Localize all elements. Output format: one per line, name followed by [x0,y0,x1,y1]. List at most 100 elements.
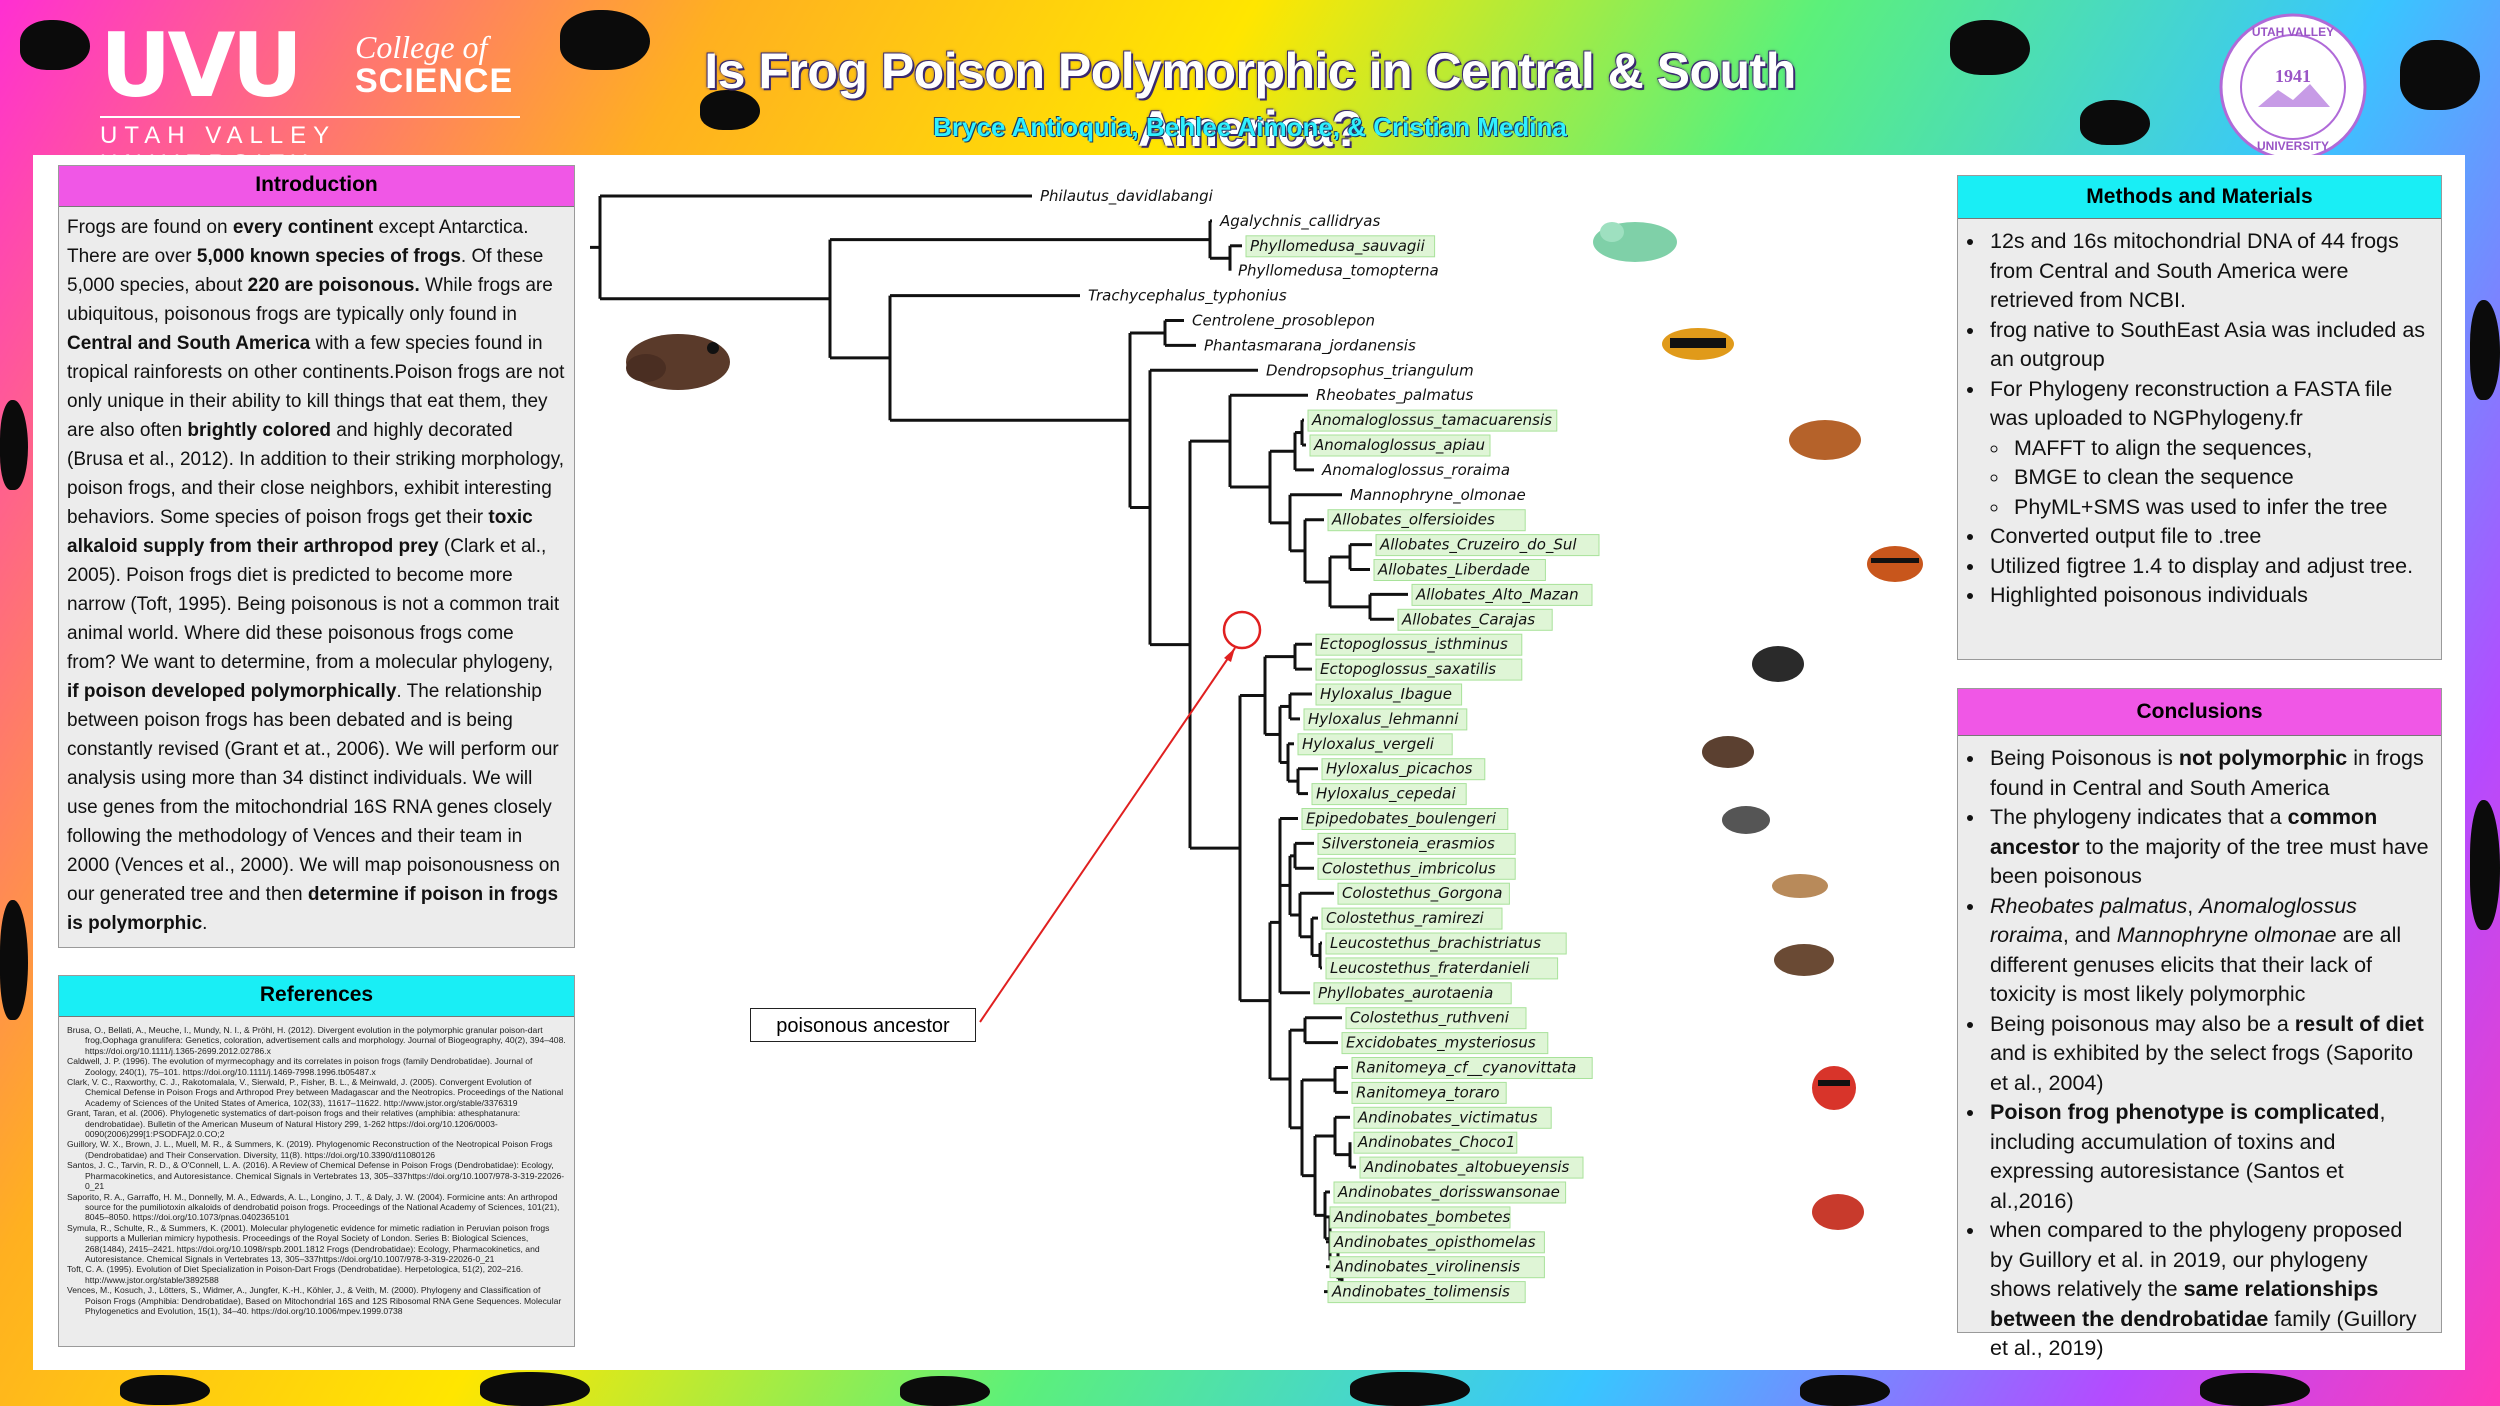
methods-list: 12s and 16s mitochondrial DNA of 44 frog… [1958,219,2441,611]
taxon-label-poisonous: Colostethus_imbricolus [1317,857,1516,880]
taxon-label-poisonous: Hyloxalus_picachos [1321,758,1486,781]
svg-text:Andinobates_Choco1: Andinobates_Choco1 [1357,1133,1515,1152]
taxon-label-poisonous: Hyloxalus_lehmanni [1303,708,1468,731]
text-run: 5,000 known species of frogs [196,246,461,267]
text-run: Frogs are found on [67,217,233,238]
text-run: are all different genuses elicits that t… [1990,923,2402,1006]
text-run: . [202,913,208,934]
svg-text:Hyloxalus_cepedai: Hyloxalus_cepedai [1316,785,1456,804]
taxon-label-poisonous: Colostethus_ramirezi [1321,907,1503,930]
svg-text:Leucostethus_brachistriatus: Leucostethus_brachistriatus [1330,934,1541,953]
taxon-label-poisonous: Allobates_Alto_Mazan [1411,583,1593,606]
reference-entry: Vences, M., Kosuch, J., Lötters, S., Wid… [67,1285,562,1316]
taxon-label-poisonous: Allobates_Carajas [1397,608,1553,631]
svg-text:Andinobates_bombetes: Andinobates_bombetes [1333,1208,1510,1227]
references-list: Brusa, O., Bellati, A., Meuche, I., Mund… [59,1017,574,1324]
text-run: Rheobates palmatus [1990,893,2188,918]
text-run: family (Guillory et al., 2019) [1990,1306,2417,1361]
svg-text:Philautus_davidlabangi: Philautus_davidlabangi [1040,187,1214,206]
svg-text:Colostethus_ramirezi: Colostethus_ramirezi [1326,909,1485,928]
text-run: Anomaloglossus roraima [1990,893,2357,948]
svg-text:Andinobates_virolinensis: Andinobates_virolinensis [1333,1258,1520,1277]
svg-text:Anomaloglossus_apiau: Anomaloglossus_apiau [1313,436,1485,455]
taxon-label-poisonous: Hyloxalus_Ibague [1315,683,1463,706]
frog-illustration-brown2 [1702,736,1754,768]
frog-illustration-spotted [1722,806,1770,834]
frog-illustration-yellow [1662,328,1734,360]
svg-text:Excidobates_mysteriosus: Excidobates_mysteriosus [1346,1034,1536,1053]
taxon-label-poisonous: Excidobates_mysteriosus [1341,1032,1549,1055]
methods-item: 12s and 16s mitochondrial DNA of 44 frog… [1986,227,2431,316]
svg-text:Phyllobates_aurotaenia: Phyllobates_aurotaenia [1318,984,1493,1003]
taxon-label-poisonous: Ectopoglossus_saxatilis [1315,658,1523,681]
frog-illustration-brown3 [1774,944,1834,976]
frog-illustration-tan [1772,874,1828,898]
text-run: While frogs are ubiquitous, poisonous fr… [67,275,553,325]
svg-text:Andinobates_victimatus: Andinobates_victimatus [1357,1108,1538,1127]
reference-entry: Toft, C. A. (1995). Evolution of Diet Sp… [67,1264,524,1285]
text-run: Being Poisonous is [1990,746,2179,770]
reference-entry: Grant, Taran, et al. (2006). Phylogeneti… [67,1108,521,1140]
taxon-label-poisonous: Colostethus_Gorgona [1337,882,1510,905]
text-run: , including accumulation of toxins and e… [1990,1100,2386,1213]
svg-text:Andinobates_tolimensis: Andinobates_tolimensis [1331,1283,1510,1302]
frog-illustration-green [1593,222,1677,262]
taxon-label-poisonous: Ectopoglossus_isthminus [1315,633,1523,656]
text-run: and highly decorated (Brusa et al., 2012… [67,420,565,528]
svg-text:Colostethus_imbricolus: Colostethus_imbricolus [1322,859,1496,878]
svg-text:Silverstoneia_erasmios: Silverstoneia_erasmios [1322,834,1495,853]
conclusions-heading: Conclusions [1958,689,2441,736]
phylogenetic-tree: Philautus_davidlabangi Agalychnis_callidr… [590,187,1923,1304]
methods-item: For Phylogeny reconstruction a FASTA fil… [1986,375,2431,434]
svg-text:Colostethus_ruthveni: Colostethus_ruthveni [1350,1009,1510,1028]
svg-text:Colostethus_Gorgona: Colostethus_Gorgona [1342,884,1503,903]
taxon-label-poisonous: Hyloxalus_cepedai [1311,783,1467,806]
text-run: except Antarctica. There are over [67,217,529,267]
svg-text:Hyloxalus_lehmanni: Hyloxalus_lehmanni [1308,710,1459,729]
svg-text:Trachycephalus_typhonius: Trachycephalus_typhonius [1088,287,1287,306]
text-run: (Clark et al., 2005). Poison frogs diet … [67,536,560,673]
text-run: Poison frog phenotype is complicated [1990,1100,2380,1124]
references-heading: References [59,976,574,1017]
text-run: if poison developed polymorphically [67,681,397,702]
svg-text:Allobates_Cruzeiro_do_Sul: Allobates_Cruzeiro_do_Sul [1379,536,1577,555]
taxon-label-poisonous: Colostethus_ruthveni [1345,1007,1527,1030]
methods-heading: Methods and Materials [1958,176,2441,219]
svg-text:Leucostethus_fraterdanieli: Leucostethus_fraterdanieli [1330,959,1530,978]
taxon-label-poisonous: Phyllomedusa_sauvagii [1245,235,1436,258]
reference-entry: Guillory, W. X., Brown, J. L., Muell, M.… [67,1139,553,1160]
conclusion-item: Being poisonous may also be a result of … [1986,1010,2431,1099]
callout-arrowhead [1224,648,1235,662]
taxon-label-poisonous: Andinobates_bombetes [1329,1206,1511,1229]
text-run: every continent [232,217,374,238]
conclusions-section: Conclusions Being Poisonous is not polym… [1957,688,2442,1360]
svg-text:Andinobates_altobueyensis: Andinobates_altobueyensis [1363,1158,1570,1177]
taxon-label-poisonous: Andinobates_tolimensis [1327,1281,1526,1304]
reference-entry: Brusa, O., Bellati, A., Meuche, I., Mund… [67,1025,566,1056]
text-run: , and [2062,923,2117,947]
taxon-label-poisonous: Anomaloglossus_tamacuarensis [1307,409,1558,432]
svg-text:Centrolene_prosoblepon: Centrolene_prosoblepon [1192,312,1375,331]
introduction-section: Introduction Frogs are found on every co… [58,165,575,948]
methods-section: Methods and Materials 12s and 16s mitoch… [1957,175,2442,660]
text-run: in frogs found in Central and South Amer… [1990,746,2424,800]
seal-top-text: UTAH VALLEY [2252,25,2334,39]
text-run: common ancestor [1990,805,2378,859]
svg-text:Phyllomedusa_sauvagii: Phyllomedusa_sauvagii [1250,237,1426,256]
uvu-college-label: College of SCIENCE [355,30,513,98]
conclusion-item: when compared to the phylogeny proposed … [1986,1216,2431,1364]
svg-text:Anomaloglossus_tamacuarensis: Anomaloglossus_tamacuarensis [1311,411,1552,430]
frog-illustration-brown [626,334,730,390]
taxon-label: Phyllomedusa_tomopterna [1238,262,1439,281]
conclusion-item: Poison frog phenotype is complicated, in… [1986,1098,2431,1216]
text-run: not polymorphic [2178,746,2348,770]
text-run: same relationships between the dendrobat… [1990,1277,2379,1331]
methods-item: Utilized figtree 1.4 to display and adju… [1986,552,2431,582]
taxon-label-poisonous: Andinobates_dorisswansonae [1333,1181,1567,1204]
taxon-label-poisonous: Leucostethus_brachistriatus [1325,932,1567,955]
svg-text:Andinobates_dorisswansonae: Andinobates_dorisswansonae [1337,1183,1560,1202]
reference-entry: Santos, J. C., Tarvin, R. D., & O'Connel… [67,1160,565,1192]
text-run: . Of these 5,000 species, about [67,246,544,296]
frog-illustration-red [1812,1066,1856,1110]
reference-entry: Clark, V. C., Raxworthy, C. J., Rakotoma… [67,1077,564,1108]
